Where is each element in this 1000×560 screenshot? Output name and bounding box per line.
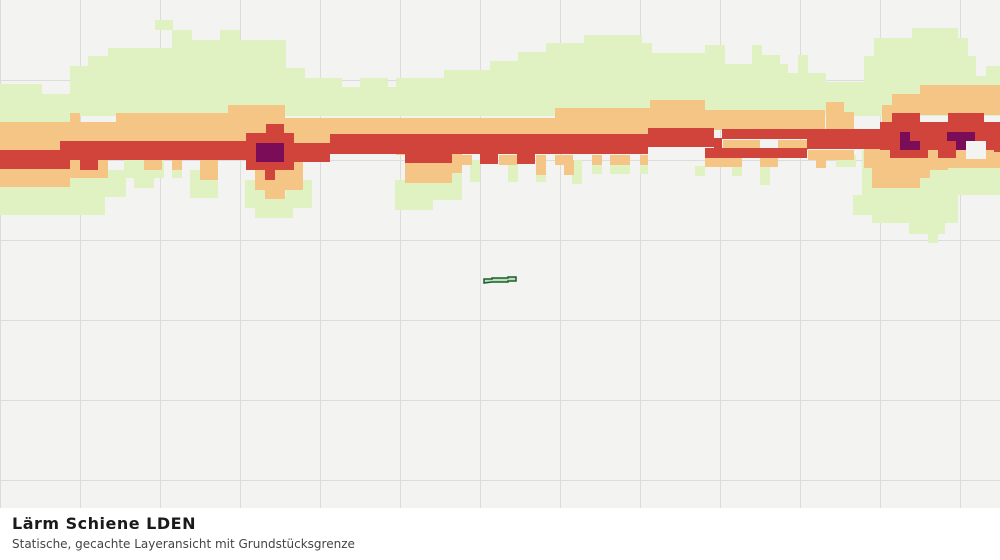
map-view — [0, 0, 1000, 508]
noise-zone-very-high — [256, 132, 975, 162]
caption-panel: Lärm Schiene LDEN Statische, gecachte La… — [0, 508, 1000, 560]
noise-zone-high — [0, 113, 1000, 180]
map-title: Lärm Schiene LDEN — [12, 514, 196, 533]
map-background-patch — [966, 141, 986, 159]
parcel-boundary — [483, 276, 517, 284]
map-subtitle: Statische, gecachte Layeransicht mit Gru… — [12, 537, 355, 551]
